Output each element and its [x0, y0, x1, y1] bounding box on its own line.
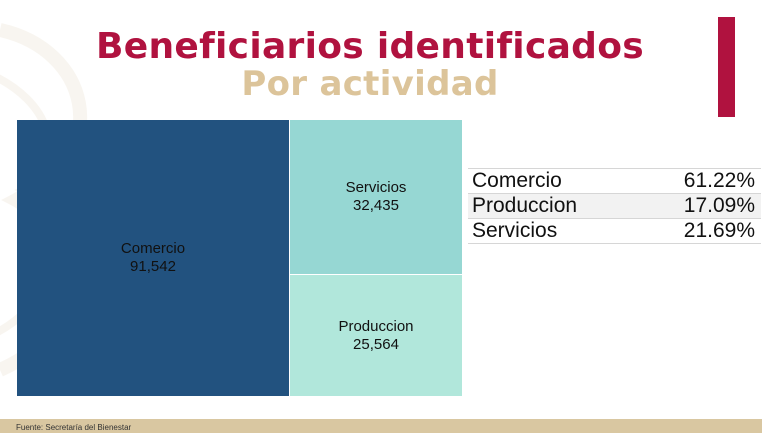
tile-comercio: Comercio 91,542 [17, 120, 289, 396]
table-row: Servicios 21.69% [468, 219, 761, 244]
percentage-table: Comercio 61.22% Produccion 17.09% Servic… [468, 168, 761, 244]
tile-servicios: Servicios 32,435 [290, 120, 462, 274]
row-label: Produccion [472, 194, 578, 217]
row-label: Servicios [472, 219, 558, 242]
footer-bar: Fuente: Secretaría del Bienestar [0, 419, 762, 433]
table-row: Comercio 61.22% [468, 169, 761, 194]
tile-value: 32,435 [353, 197, 399, 214]
row-percent: 21.69% [683, 219, 755, 242]
table-row: Produccion 17.09% [468, 194, 761, 219]
accent-bar [718, 17, 735, 117]
tile-produccion: Produccion 25,564 [290, 275, 462, 396]
page-subtitle: Por actividad [241, 64, 499, 104]
treemap-chart: Comercio 91,542 Servicios 32,435 Producc… [17, 120, 462, 396]
source-note: Fuente: Secretaría del Bienestar [16, 423, 132, 432]
row-percent: 61.22% [683, 169, 755, 192]
tile-label: Servicios [345, 179, 407, 196]
row-percent: 17.09% [683, 194, 755, 217]
tile-value: 25,564 [353, 335, 399, 353]
tile-value: 91,542 [130, 258, 176, 275]
row-label: Comercio [472, 169, 562, 192]
page-title: Beneficiarios identificados [95, 26, 645, 67]
tile-label: Produccion [338, 317, 414, 335]
tile-label: Comercio [120, 240, 186, 257]
